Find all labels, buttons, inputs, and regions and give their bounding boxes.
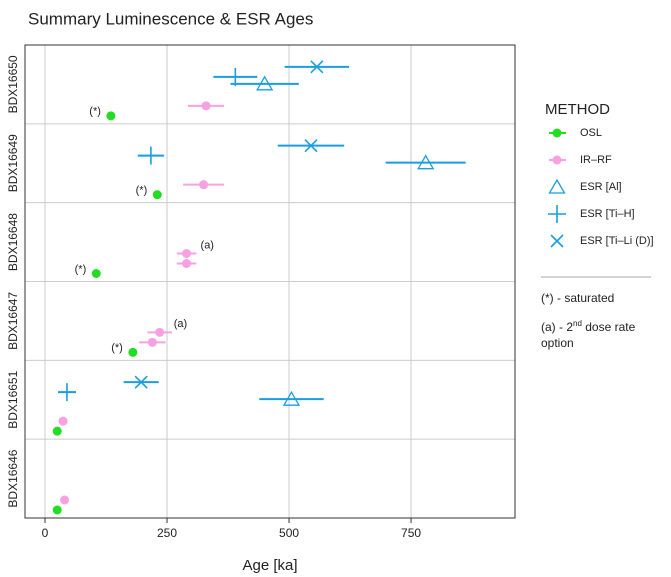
x-tick-label: 0: [42, 526, 49, 540]
point: [147, 337, 157, 347]
y-tick-label: BDX16651: [6, 370, 20, 428]
note-sup: nd: [573, 319, 582, 328]
point: [141, 146, 160, 165]
annotation: (a): [174, 318, 187, 330]
legend-label: ESR [Ti–H]: [580, 208, 635, 220]
legend-title: METHOD: [545, 101, 610, 118]
chart-title: Summary Luminescence & ESR Ages: [28, 9, 313, 28]
point: [52, 426, 62, 436]
point: [152, 190, 162, 200]
point: [134, 375, 148, 389]
point: [256, 75, 274, 91]
annotation: (*): [111, 342, 123, 354]
point: [52, 505, 62, 515]
note-text: (a) - 2: [541, 320, 574, 334]
point: [226, 67, 245, 86]
y-tick-label: BDX16648: [6, 213, 20, 271]
annotation: (*): [89, 106, 101, 118]
y-tick-label: BDX16650: [6, 55, 20, 113]
legend-label: ESR [Ti–Li (D)]: [580, 235, 654, 247]
point: [182, 249, 192, 258]
legend-note: (a) - 2nd dose rate option: [541, 316, 666, 351]
x-tick-label: 250: [157, 526, 177, 540]
point: [57, 383, 76, 402]
annotation: (*): [75, 263, 87, 275]
legend-label: IR–RF: [580, 154, 612, 166]
point: [182, 259, 192, 268]
y-tick-label: BDX16646: [6, 449, 20, 507]
point: [417, 154, 435, 170]
point: [201, 101, 211, 111]
legend-label: OSL: [580, 127, 602, 139]
point: [155, 327, 165, 337]
legend-marker: [548, 205, 566, 223]
y-tick-label: BDX16647: [6, 292, 20, 350]
legend-marker: [552, 128, 562, 138]
y-tick-label: BDX16649: [6, 134, 20, 192]
point: [58, 416, 68, 426]
plot-frame: [24, 44, 516, 519]
point: [282, 390, 301, 406]
legend-note: (*) - saturated: [541, 291, 615, 305]
point: [91, 269, 101, 278]
point: [304, 139, 318, 153]
x-tick-label: 500: [279, 526, 299, 540]
annotation: (*): [136, 185, 148, 197]
point: [128, 347, 138, 357]
x-tick-label: 750: [401, 526, 421, 540]
point: [310, 60, 324, 74]
x-axis-label: Age [ka]: [242, 557, 297, 574]
legend-marker: [550, 234, 564, 248]
legend-label: ESR [Al]: [580, 181, 622, 193]
point: [199, 180, 209, 190]
point: [106, 111, 116, 121]
legend-marker: [548, 178, 566, 194]
legend-marker: [552, 155, 562, 165]
annotation: (a): [201, 239, 214, 251]
note-text: dose rate option: [541, 320, 636, 350]
point: [60, 495, 70, 505]
